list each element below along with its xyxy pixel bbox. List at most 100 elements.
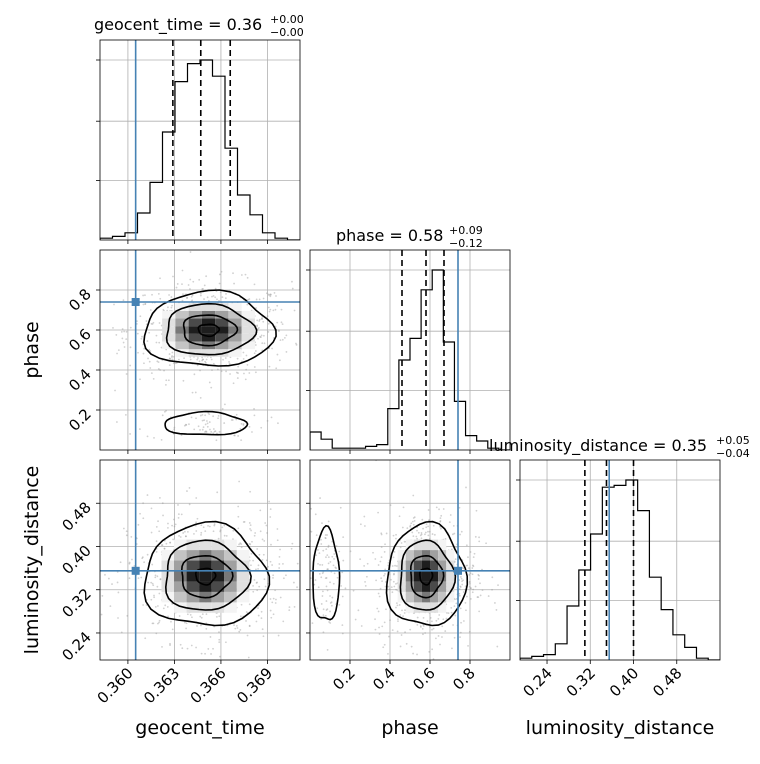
sample-point	[224, 641, 227, 644]
sample-point	[142, 604, 145, 606]
sample-point	[295, 342, 297, 345]
sample-point	[378, 633, 381, 635]
sample-point	[139, 315, 142, 318]
sample-point	[142, 502, 145, 505]
density-cell	[215, 341, 229, 350]
sample-point	[157, 361, 160, 364]
density-cell	[186, 550, 200, 561]
sample-point	[204, 362, 207, 364]
sample-point	[205, 431, 208, 433]
sample-point	[321, 595, 324, 597]
sample-point	[180, 434, 183, 437]
sample-point	[397, 620, 399, 622]
sample-point	[159, 578, 162, 581]
sample-point	[260, 617, 263, 620]
sample-point	[220, 270, 223, 273]
sample-point	[451, 533, 454, 536]
sample-point	[271, 601, 274, 604]
sample-point	[392, 556, 395, 559]
sample-point	[439, 525, 441, 528]
sample-point	[204, 652, 206, 655]
sample-point	[186, 530, 189, 533]
sample-point	[288, 606, 291, 609]
sample-point	[429, 625, 431, 628]
sample-point	[338, 310, 340, 312]
sample-point	[334, 566, 337, 569]
sample-point	[124, 413, 127, 416]
contour-line	[312, 524, 341, 621]
sample-point	[325, 577, 328, 579]
density-cell	[446, 591, 455, 603]
sample-point	[149, 367, 152, 369]
sample-point	[223, 534, 226, 537]
sample-point	[113, 303, 115, 306]
sample-point	[207, 648, 210, 650]
x-tick-label: 0.366	[187, 664, 230, 707]
sample-point	[121, 328, 124, 330]
sample-point	[125, 534, 128, 537]
sample-point	[384, 543, 386, 546]
sample-point	[179, 643, 182, 646]
sample-point	[255, 307, 258, 309]
sample-point	[291, 287, 294, 290]
sample-point	[200, 616, 203, 619]
sample-point	[257, 607, 259, 609]
sample-point	[275, 598, 277, 601]
density-cell	[421, 570, 431, 582]
density-cell	[405, 602, 414, 613]
sample-point	[256, 324, 259, 327]
sample-point	[405, 642, 408, 645]
sample-point	[363, 515, 366, 518]
sample-point	[232, 382, 235, 385]
density-cell	[215, 333, 229, 342]
sample-point	[232, 538, 234, 541]
sample-point	[307, 313, 309, 315]
sample-point	[162, 514, 164, 517]
sample-point	[167, 522, 169, 525]
sample-point	[204, 530, 207, 533]
contour-line	[182, 314, 239, 347]
sample-point	[156, 585, 159, 588]
sample-point	[235, 418, 238, 421]
sample-point	[254, 371, 257, 374]
sample-point	[276, 539, 279, 542]
sample-point	[142, 303, 145, 306]
sample-point	[472, 588, 475, 591]
sample-point	[280, 308, 283, 311]
sample-point	[465, 544, 468, 547]
sample-point	[416, 616, 419, 619]
sample-point	[146, 340, 149, 342]
sample-point	[452, 524, 455, 527]
sample-point	[481, 589, 484, 592]
sample-point	[327, 556, 330, 559]
x-tick-label: 0.40	[606, 664, 642, 700]
sample-point	[276, 353, 279, 356]
sample-point	[291, 280, 293, 283]
sample-point	[237, 365, 240, 368]
sample-point	[464, 601, 467, 604]
sample-point	[258, 326, 260, 329]
sample-point	[366, 562, 369, 565]
sample-point	[260, 334, 263, 337]
title-luminosity-distance-minus: −0.04	[716, 447, 750, 460]
sample-point	[340, 585, 342, 587]
density-cell	[241, 310, 255, 319]
contour-line	[194, 567, 217, 586]
sample-point	[333, 553, 336, 555]
sample-point	[141, 556, 144, 559]
sample-point	[393, 550, 396, 553]
sample-point	[431, 648, 434, 651]
density-cell	[397, 550, 406, 561]
sample-point	[269, 295, 272, 298]
sample-point	[395, 606, 397, 609]
sample-point	[325, 585, 328, 588]
sample-point	[237, 435, 240, 437]
sample-point	[206, 425, 209, 428]
sample-point	[164, 383, 167, 386]
sample-point	[144, 302, 147, 305]
sample-point	[269, 598, 272, 600]
sample-point	[199, 369, 201, 372]
sample-point	[199, 428, 201, 431]
sample-point	[320, 576, 323, 579]
sample-point	[273, 292, 276, 294]
